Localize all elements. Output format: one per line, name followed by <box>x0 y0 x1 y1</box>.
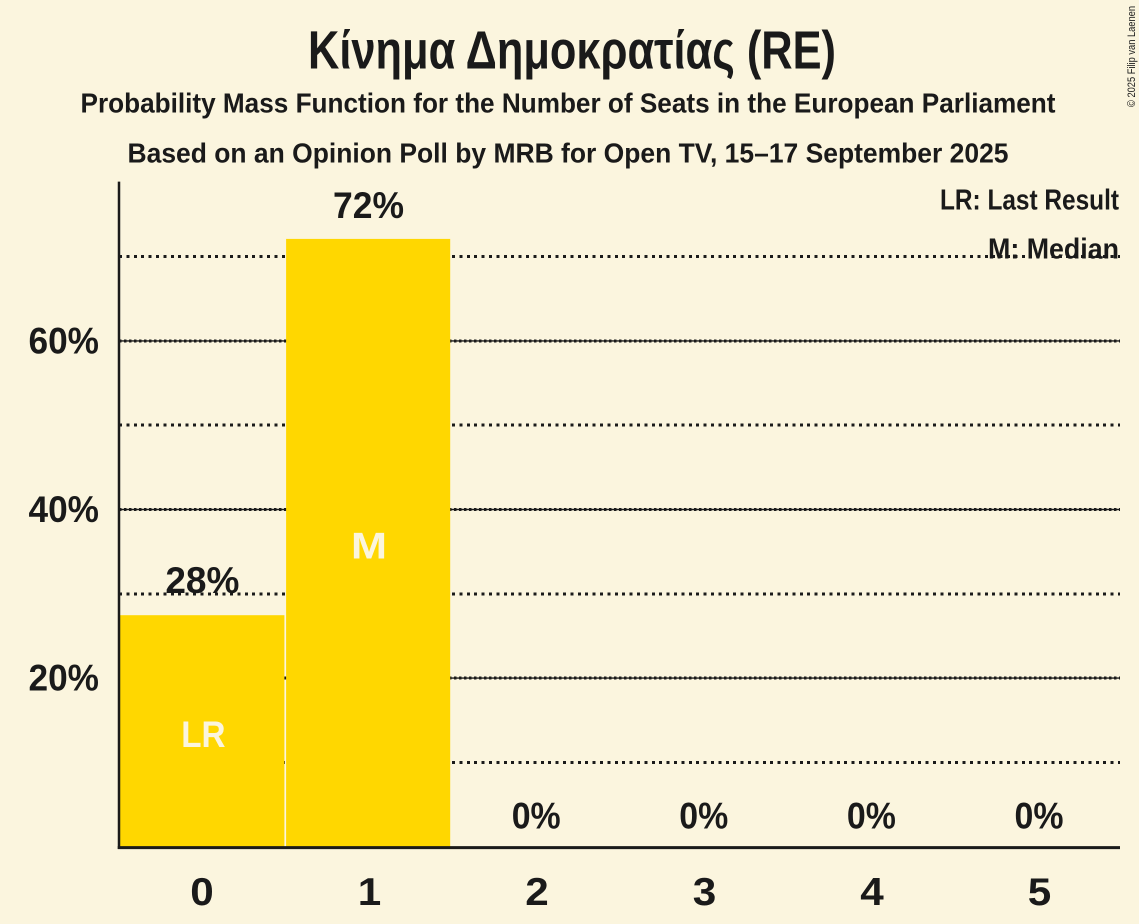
svg-text:M: Median: M: Median <box>988 234 1119 266</box>
svg-text:Probability Mass Function for: Probability Mass Function for the Number… <box>81 88 1056 119</box>
svg-text:4: 4 <box>860 871 884 914</box>
svg-text:LR: LR <box>181 714 225 755</box>
svg-text:28%: 28% <box>165 560 239 601</box>
svg-text:2: 2 <box>525 871 549 914</box>
svg-text:© 2025 Filip van Laenen: © 2025 Filip van Laenen <box>1126 6 1138 107</box>
svg-text:0%: 0% <box>512 796 561 837</box>
svg-text:0%: 0% <box>679 796 728 837</box>
svg-text:3: 3 <box>693 871 717 914</box>
svg-text:M: M <box>351 526 387 567</box>
svg-text:60%: 60% <box>29 320 100 361</box>
svg-text:1: 1 <box>358 871 382 914</box>
svg-text:20%: 20% <box>29 658 100 699</box>
svg-text:0%: 0% <box>1015 796 1064 837</box>
svg-text:0: 0 <box>190 871 214 914</box>
svg-text:LR: Last Result: LR: Last Result <box>940 184 1119 216</box>
svg-text:Κίνημα Δημοκρατίας (RE): Κίνημα Δημοκρατίας (RE) <box>308 21 836 81</box>
svg-text:72%: 72% <box>333 185 404 226</box>
svg-text:Based on an Opinion Poll by MR: Based on an Opinion Poll by MRB for Open… <box>128 138 1009 169</box>
svg-text:5: 5 <box>1028 871 1052 914</box>
svg-text:0%: 0% <box>847 796 896 837</box>
svg-text:40%: 40% <box>29 489 100 530</box>
